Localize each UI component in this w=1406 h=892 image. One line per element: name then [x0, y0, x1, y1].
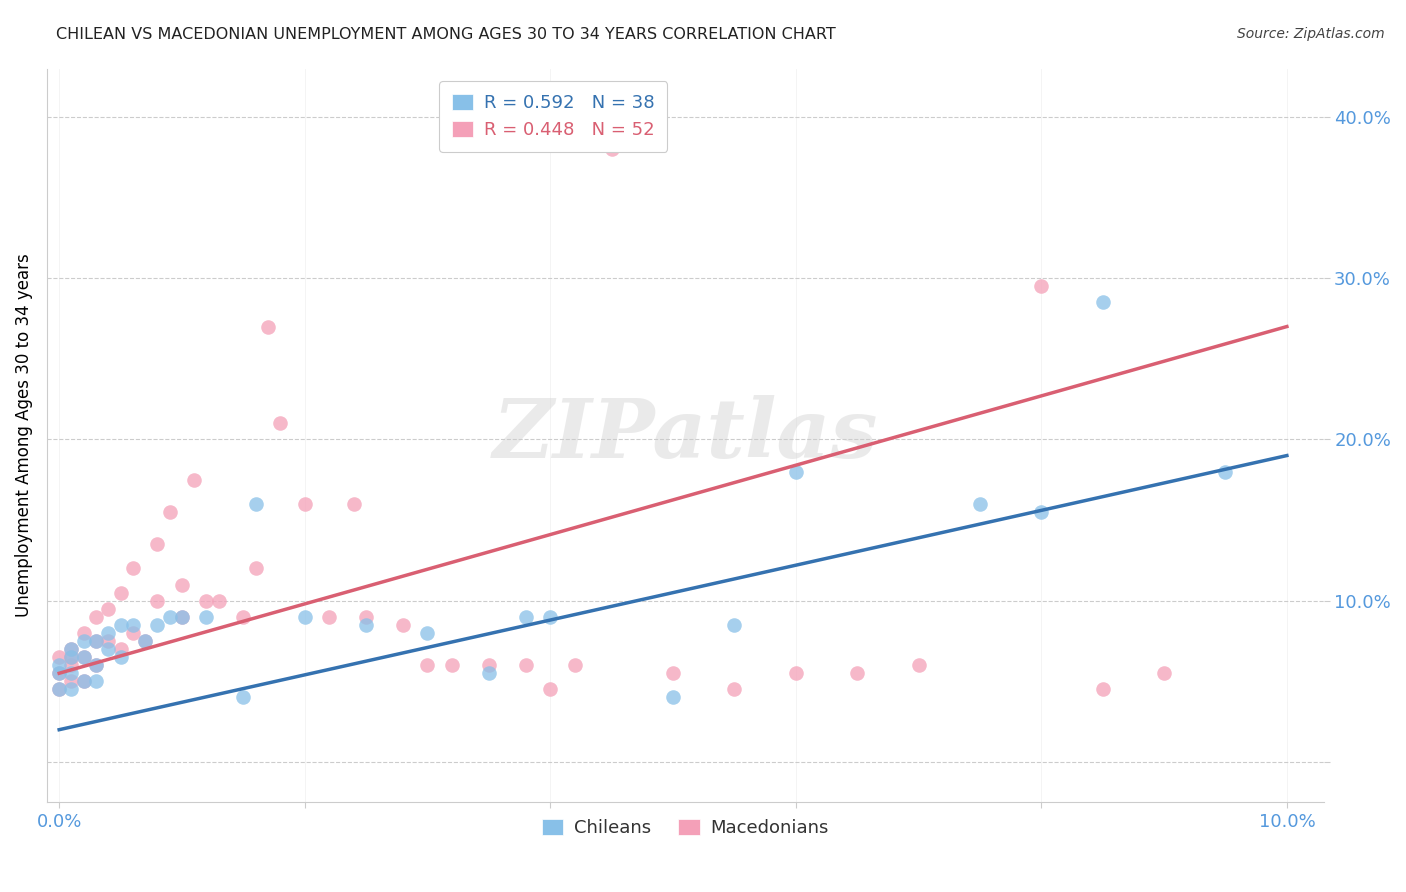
- Point: [354, 618, 377, 632]
- Point: [564, 658, 586, 673]
- Point: [183, 473, 205, 487]
- Point: [515, 658, 537, 673]
- Point: [84, 634, 107, 648]
- Point: [170, 609, 193, 624]
- Point: [97, 642, 120, 657]
- Point: [538, 682, 561, 697]
- Point: [60, 650, 83, 665]
- Point: [257, 319, 280, 334]
- Point: [170, 609, 193, 624]
- Point: [48, 666, 70, 681]
- Point: [343, 497, 366, 511]
- Point: [110, 585, 132, 599]
- Point: [60, 666, 83, 681]
- Point: [416, 626, 439, 640]
- Point: [1091, 295, 1114, 310]
- Point: [73, 674, 96, 689]
- Point: [441, 658, 464, 673]
- Point: [146, 593, 169, 607]
- Text: CHILEAN VS MACEDONIAN UNEMPLOYMENT AMONG AGES 30 TO 34 YEARS CORRELATION CHART: CHILEAN VS MACEDONIAN UNEMPLOYMENT AMONG…: [56, 27, 837, 42]
- Point: [97, 626, 120, 640]
- Point: [846, 666, 869, 681]
- Point: [60, 674, 83, 689]
- Point: [48, 682, 70, 697]
- Point: [662, 690, 685, 705]
- Point: [121, 561, 143, 575]
- Point: [121, 618, 143, 632]
- Point: [73, 650, 96, 665]
- Point: [723, 682, 745, 697]
- Point: [48, 666, 70, 681]
- Point: [662, 666, 685, 681]
- Point: [159, 609, 181, 624]
- Legend: Chileans, Macedonians: Chileans, Macedonians: [534, 812, 837, 845]
- Point: [294, 609, 316, 624]
- Point: [110, 650, 132, 665]
- Point: [84, 658, 107, 673]
- Point: [60, 682, 83, 697]
- Point: [84, 658, 107, 673]
- Point: [478, 666, 501, 681]
- Point: [110, 618, 132, 632]
- Point: [48, 650, 70, 665]
- Point: [195, 593, 218, 607]
- Point: [60, 642, 83, 657]
- Point: [1153, 666, 1175, 681]
- Point: [1215, 465, 1237, 479]
- Point: [1031, 279, 1053, 293]
- Point: [478, 658, 501, 673]
- Point: [208, 593, 231, 607]
- Point: [515, 609, 537, 624]
- Point: [60, 650, 83, 665]
- Point: [318, 609, 340, 624]
- Point: [48, 682, 70, 697]
- Point: [97, 634, 120, 648]
- Point: [121, 626, 143, 640]
- Point: [84, 674, 107, 689]
- Point: [134, 634, 156, 648]
- Point: [73, 674, 96, 689]
- Text: ZIPatlas: ZIPatlas: [492, 395, 879, 475]
- Point: [84, 634, 107, 648]
- Point: [392, 618, 415, 632]
- Point: [110, 642, 132, 657]
- Point: [60, 642, 83, 657]
- Point: [84, 609, 107, 624]
- Point: [73, 626, 96, 640]
- Point: [1031, 505, 1053, 519]
- Point: [245, 497, 267, 511]
- Point: [1091, 682, 1114, 697]
- Point: [785, 666, 807, 681]
- Text: Source: ZipAtlas.com: Source: ZipAtlas.com: [1237, 27, 1385, 41]
- Point: [73, 650, 96, 665]
- Point: [48, 658, 70, 673]
- Point: [134, 634, 156, 648]
- Point: [159, 505, 181, 519]
- Point: [245, 561, 267, 575]
- Point: [969, 497, 991, 511]
- Point: [146, 618, 169, 632]
- Point: [232, 690, 254, 705]
- Point: [785, 465, 807, 479]
- Y-axis label: Unemployment Among Ages 30 to 34 years: Unemployment Among Ages 30 to 34 years: [15, 253, 32, 617]
- Point: [232, 609, 254, 624]
- Point: [538, 609, 561, 624]
- Point: [600, 142, 623, 156]
- Point: [269, 417, 291, 431]
- Point: [354, 609, 377, 624]
- Point: [294, 497, 316, 511]
- Point: [60, 658, 83, 673]
- Point: [146, 537, 169, 551]
- Point: [170, 577, 193, 591]
- Point: [723, 618, 745, 632]
- Point: [907, 658, 929, 673]
- Point: [73, 634, 96, 648]
- Point: [195, 609, 218, 624]
- Point: [97, 601, 120, 615]
- Point: [416, 658, 439, 673]
